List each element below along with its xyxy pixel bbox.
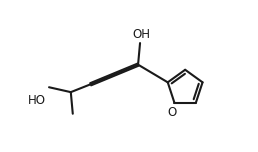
- Text: O: O: [168, 106, 177, 119]
- Text: OH: OH: [132, 28, 150, 41]
- Text: HO: HO: [28, 95, 46, 107]
